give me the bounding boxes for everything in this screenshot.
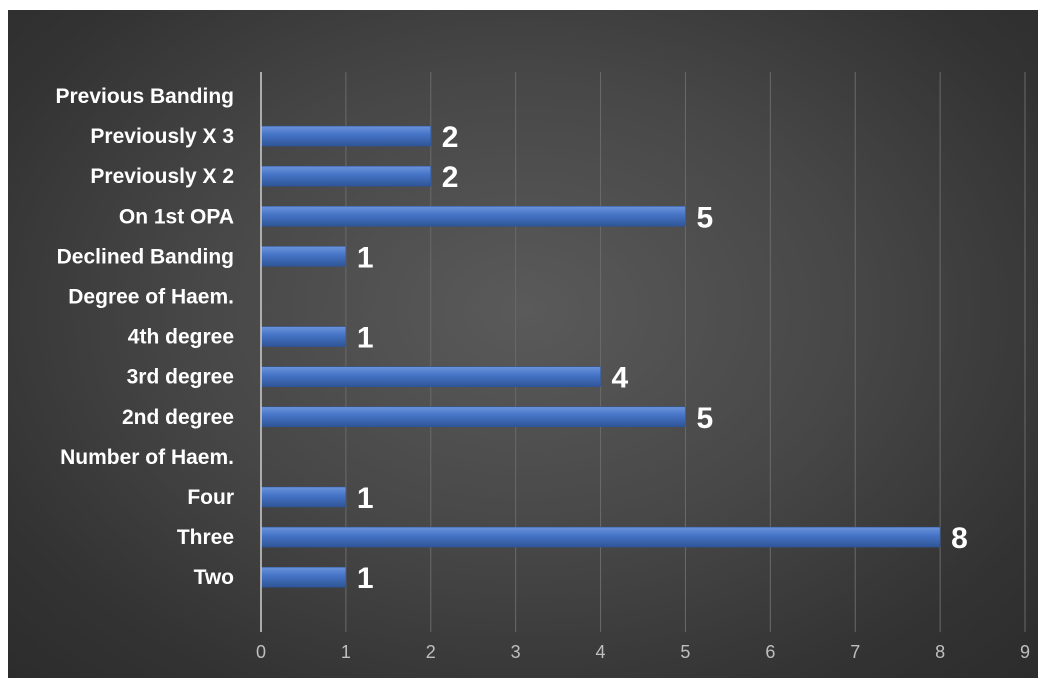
x-tick-label: 0 xyxy=(256,642,266,662)
x-tick-label: 1 xyxy=(341,642,351,662)
category-label: Previous Banding xyxy=(55,85,234,108)
category-label: 4th degree xyxy=(128,326,234,349)
category-label: 3rd degree xyxy=(127,366,234,389)
data-labels: 2 2 5 1 1 4 5 1 8 1 xyxy=(357,121,968,595)
bar-chart: Previous Banding Previously X 3 Previously… xyxy=(55,72,1030,662)
data-label: 1 xyxy=(357,482,374,515)
category-label: Declined Banding xyxy=(57,245,234,268)
bar xyxy=(260,366,601,387)
data-label: 8 xyxy=(951,522,968,555)
bar xyxy=(260,486,347,508)
category-label: Two xyxy=(194,566,234,589)
x-tick-label: 6 xyxy=(765,642,775,662)
x-tick-label: 5 xyxy=(680,642,690,662)
category-label: On 1st OPA xyxy=(119,205,234,228)
category-label: Previously X 3 xyxy=(90,125,234,148)
bar xyxy=(260,326,347,347)
data-label: 1 xyxy=(357,241,374,274)
category-labels: Previous Banding Previously X 3 Previously… xyxy=(55,85,234,589)
category-label: 2nd degree xyxy=(122,406,234,429)
x-tick-label: 7 xyxy=(850,642,860,662)
category-label: Previously X 2 xyxy=(90,165,234,188)
data-label: 2 xyxy=(442,121,459,154)
bar xyxy=(260,406,686,428)
x-tick-label: 3 xyxy=(511,642,521,662)
bar xyxy=(260,566,347,588)
chart-area: Previous Banding Previously X 3 Previously… xyxy=(8,10,1038,678)
category-label: Three xyxy=(177,526,234,549)
bar xyxy=(260,526,941,548)
data-label: 1 xyxy=(357,322,374,355)
bar xyxy=(260,246,347,267)
data-label: 5 xyxy=(696,402,713,435)
x-tick-label: 9 xyxy=(1020,642,1030,662)
bar xyxy=(260,125,432,147)
category-label: Four xyxy=(187,486,234,509)
data-label: 4 xyxy=(612,362,629,395)
data-label: 1 xyxy=(357,562,374,595)
data-label: 5 xyxy=(696,201,713,234)
category-label: Degree of Haem. xyxy=(68,286,234,309)
x-tick-label: 4 xyxy=(596,642,606,662)
x-axis-ticks: 0 1 2 3 4 5 6 7 8 9 xyxy=(256,642,1030,662)
data-label: 2 xyxy=(442,161,459,194)
x-tick-label: 8 xyxy=(935,642,945,662)
category-label: Number of Haem. xyxy=(60,446,234,469)
bar xyxy=(260,165,432,187)
bar xyxy=(260,206,686,227)
gridlines xyxy=(345,72,1026,632)
x-tick-label: 2 xyxy=(426,642,436,662)
